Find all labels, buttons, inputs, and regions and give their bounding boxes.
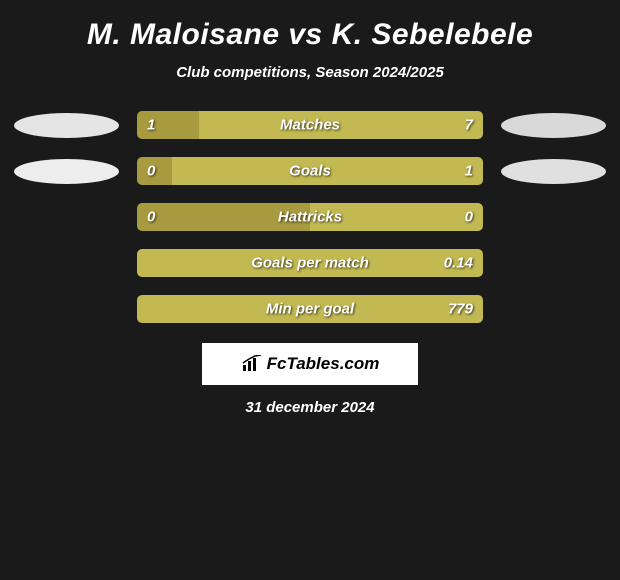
bar-center-label: Goals [289,163,331,180]
stat-bar: 0 Goals 1 [137,157,483,185]
stat-bar: 0 Hattricks 0 [137,203,483,231]
stat-bar: Min per goal 779 [137,295,483,323]
bar-right-value: 0 [465,209,473,226]
footer-brand-text: FcTables.com [267,354,380,374]
brand-suffix: Tables.com [286,354,379,373]
stat-bar: Goals per match 0.14 [137,249,483,277]
stat-row: 0 Goals 1 [0,157,620,185]
bar-left-value: 1 [147,117,155,134]
bar-right-segment [199,111,483,139]
brand-prefix: Fc [267,354,287,373]
player-right-badge [501,113,606,138]
bar-left-value: 0 [147,209,155,226]
bar-center-label: Min per goal [266,301,354,318]
bar-right-value: 1 [465,163,473,180]
footer-brand-box: FcTables.com [202,343,418,385]
stat-rows: 1 Matches 7 0 Goals 1 0 Hattricks 0 Goals per mat… [0,111,620,323]
footer-logo: FcTables.com [241,354,380,374]
player-left-badge [14,159,119,184]
date-text: 31 december 2024 [0,399,620,416]
stat-bar: 1 Matches 7 [137,111,483,139]
stat-row: Goals per match 0.14 [0,249,620,277]
comparison-infographic: M. Maloisane vs K. Sebelebele Club compe… [0,0,620,426]
stat-row: 1 Matches 7 [0,111,620,139]
bar-right-value: 7 [465,117,473,134]
player-left-badge [14,113,119,138]
player-right-badge [501,159,606,184]
bar-right-value: 0.14 [444,255,473,272]
bar-center-label: Goals per match [251,255,369,272]
bar-center-label: Matches [280,117,340,134]
stat-row: Min per goal 779 [0,295,620,323]
bar-center-label: Hattricks [278,209,342,226]
page-title: M. Maloisane vs K. Sebelebele [0,18,620,52]
bar-right-value: 779 [448,301,473,318]
chart-icon [241,355,263,373]
stat-row: 0 Hattricks 0 [0,203,620,231]
bar-left-value: 0 [147,163,155,180]
page-subtitle: Club competitions, Season 2024/2025 [0,64,620,81]
